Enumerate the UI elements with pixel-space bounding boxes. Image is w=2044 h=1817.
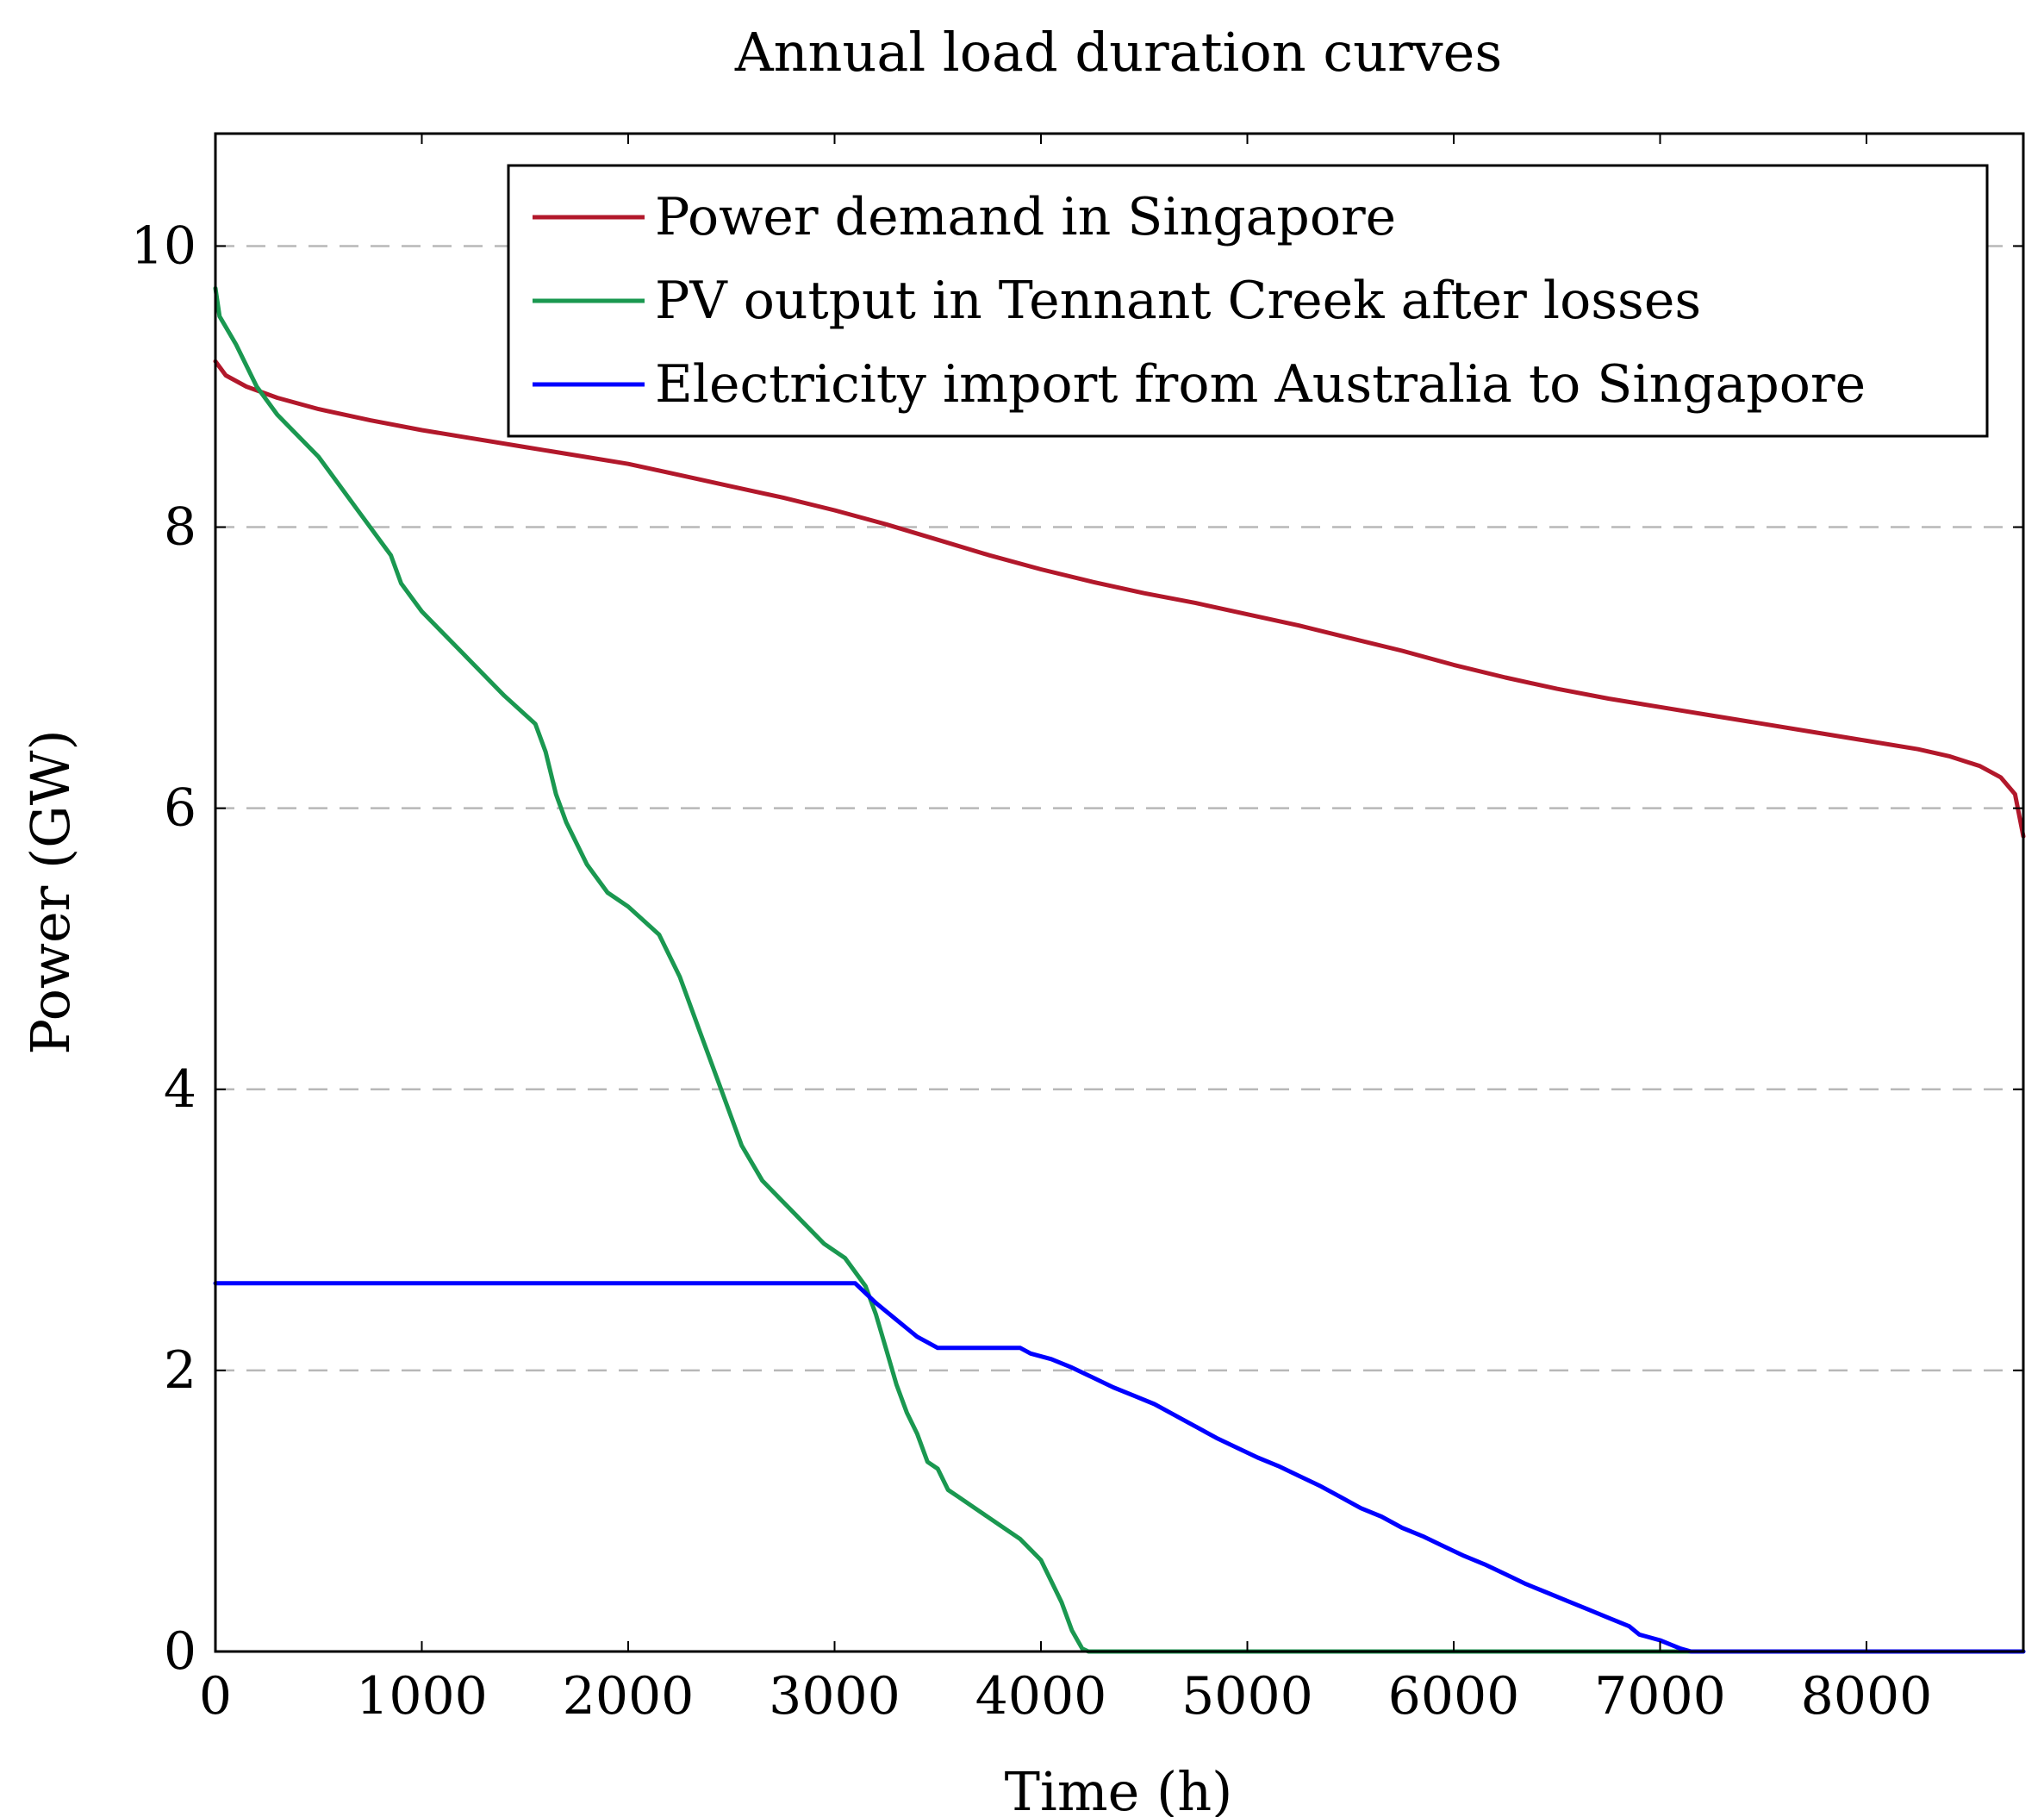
x-tick-label: 5000 xyxy=(1181,1666,1313,1726)
legend-label-2: PV output in Tennant Creek after losses xyxy=(655,271,1701,331)
chart-title: Annual load duration curves xyxy=(734,21,1502,84)
x-tick-label: 2000 xyxy=(563,1666,695,1726)
y-tick-label: 8 xyxy=(164,497,196,558)
y-tick-label: 4 xyxy=(164,1059,196,1120)
x-tick-label: 7000 xyxy=(1594,1666,1726,1726)
legend-box xyxy=(507,164,1989,438)
series-line-3 xyxy=(213,1281,2026,1654)
x-tick-label: 8000 xyxy=(1801,1666,1933,1726)
y-axis-label: Power (GW) xyxy=(19,729,82,1054)
legend-label-3: Electricity import from Australia to Sin… xyxy=(655,354,1866,415)
x-tick-label: 6000 xyxy=(1388,1666,1520,1726)
legend-label-1: Power demand in Singapore xyxy=(655,187,1396,247)
x-axis-label: Time (h) xyxy=(1005,1760,1233,1817)
plot-frame xyxy=(214,132,2025,1653)
x-tick-label: 4000 xyxy=(975,1666,1107,1726)
ticks: 0 2 4 6 8 10 0 1000 2000 3000 4000 5000 6000 7000 8000 xyxy=(131,134,2023,1726)
x-tick-label: 3000 xyxy=(769,1666,900,1726)
series-line-2 xyxy=(213,285,2026,1654)
series-group xyxy=(213,285,2026,1654)
x-tick-label: 1000 xyxy=(356,1666,488,1726)
legend: Power demand in Singapore PV output in Te… xyxy=(507,164,1989,438)
y-tick-label: 10 xyxy=(131,215,196,276)
y-tick-label: 0 xyxy=(164,1621,196,1682)
y-tick-label: 6 xyxy=(164,778,196,839)
x-tick-label: 0 xyxy=(199,1666,232,1726)
y-tick-label: 2 xyxy=(164,1340,196,1401)
series-line-1 xyxy=(213,359,2026,839)
